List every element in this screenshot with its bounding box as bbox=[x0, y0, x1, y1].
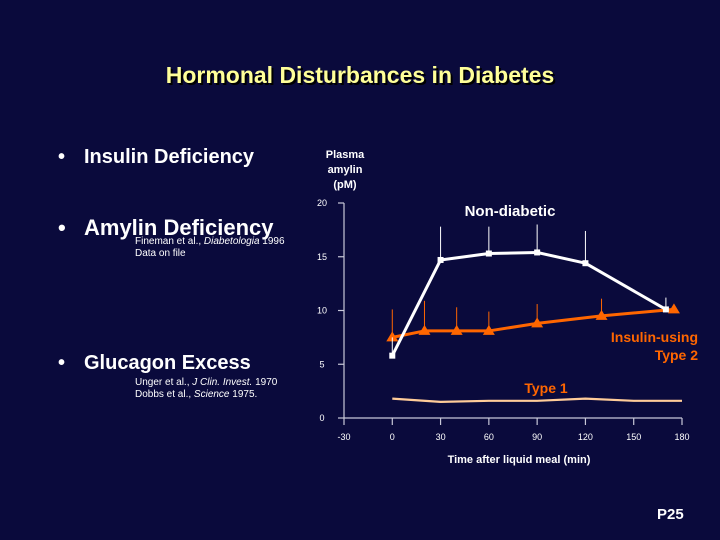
slide-title: Hormonal Disturbances in Diabetes bbox=[165, 62, 555, 88]
reference-glucagon: Unger et al., J Clin. Invest. 1970 Dobbs… bbox=[135, 377, 277, 401]
bullet-text: Glucagon Excess bbox=[84, 352, 251, 374]
series-label: Non-diabetic bbox=[465, 203, 556, 220]
x-tick-label: 150 bbox=[626, 432, 641, 442]
data-point bbox=[386, 331, 399, 342]
series-type-1 bbox=[392, 397, 682, 403]
series-label: Type 1 bbox=[524, 380, 568, 396]
bullet-dot: • bbox=[58, 146, 66, 168]
series-non-diabetic bbox=[389, 224, 669, 359]
slide-title-shadow: Hormonal Disturbances in Diabetes bbox=[167, 64, 557, 90]
data-point bbox=[418, 324, 431, 335]
y-tick-label: 10 bbox=[317, 306, 327, 316]
x-tick-label: 180 bbox=[674, 432, 689, 442]
x-tick-label: 60 bbox=[484, 432, 494, 442]
reference-line: Dobbs et al., Science 1975. bbox=[135, 389, 258, 400]
bullet-dot: • bbox=[58, 352, 66, 374]
series-line bbox=[390, 250, 667, 357]
series-label: Type 2 bbox=[655, 347, 699, 363]
slide-number: P25 bbox=[657, 506, 684, 523]
x-tick-label: 120 bbox=[578, 432, 593, 442]
y-tick-label: 5 bbox=[319, 359, 324, 369]
data-point bbox=[450, 324, 463, 335]
bullet-dot: • bbox=[58, 215, 66, 240]
reference-line: Data on file bbox=[135, 248, 186, 259]
reference-line: Fineman et al., Diabetologia 1996 bbox=[135, 236, 285, 247]
y-tick-label: 0 bbox=[319, 413, 324, 423]
bullet-glucagon-excess: • Glucagon Excess bbox=[58, 352, 251, 375]
data-point bbox=[595, 309, 608, 320]
series-insulin-using-type-2 bbox=[386, 298, 680, 342]
bullet-text: Amylin Deficiency bbox=[84, 215, 274, 240]
bullet-text: Insulin Deficiency bbox=[84, 146, 255, 168]
bullet-amylin-deficiency: • Amylin Deficiency bbox=[58, 215, 274, 241]
data-point bbox=[437, 256, 444, 263]
data-point bbox=[667, 303, 680, 314]
y-tick-label: 20 bbox=[317, 198, 327, 208]
x-tick-label: -30 bbox=[337, 432, 350, 442]
reference-line: Unger et al., J Clin. Invest. 1970 bbox=[135, 377, 278, 388]
data-point bbox=[389, 352, 396, 359]
x-tick-label: 90 bbox=[532, 432, 542, 442]
data-point bbox=[531, 317, 544, 328]
series-line bbox=[392, 397, 682, 403]
x-tick-label: 0 bbox=[390, 432, 395, 442]
y-tick-label: 15 bbox=[317, 252, 327, 262]
bullet-insulin-deficiency: • Insulin Deficiency bbox=[58, 146, 254, 169]
data-point bbox=[485, 250, 492, 257]
y-axis-title: Plasma amylin (pM) bbox=[325, 149, 365, 191]
reference-amylin: Fineman et al., Diabetologia 1996 Data o… bbox=[135, 236, 285, 260]
data-point bbox=[534, 249, 541, 256]
data-point bbox=[482, 324, 495, 335]
data-point bbox=[662, 306, 669, 313]
series-label: Insulin-using bbox=[611, 329, 698, 345]
x-axis-title: Time after liquid meal (min) bbox=[448, 454, 591, 466]
x-tick-label: 30 bbox=[436, 432, 446, 442]
data-point bbox=[582, 260, 589, 267]
